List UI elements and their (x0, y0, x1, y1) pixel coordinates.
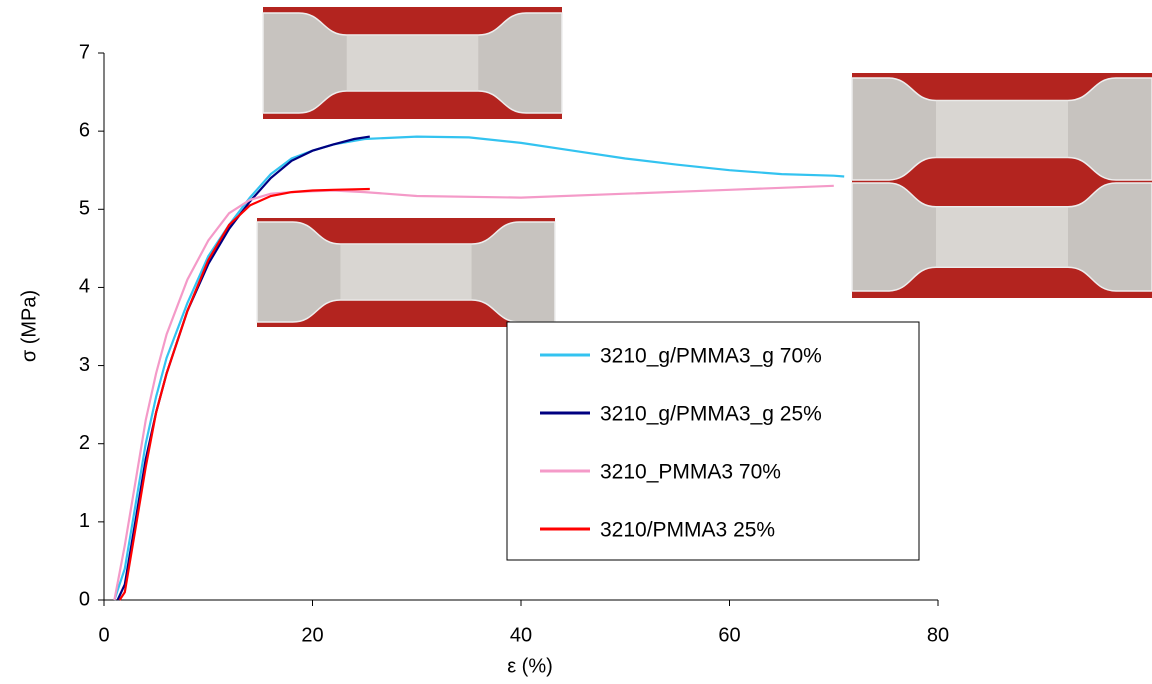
y-tick-label: 4 (79, 276, 90, 298)
legend-label: 3210/PMMA3 25% (600, 519, 775, 542)
y-tick-label: 7 (79, 41, 90, 63)
x-axis-label: ε (%) (507, 655, 553, 677)
legend: 3210_g/PMMA3_g 70% 3210_g/PMMA3_g 25% 3210… (506, 321, 920, 561)
series-line (118, 187, 370, 601)
x-tick-label: 80 (927, 624, 949, 646)
photo-inset (256, 218, 556, 327)
y-axis-label: σ (MPa) (18, 290, 40, 362)
y-tick-label: 3 (79, 354, 90, 376)
necking-band (340, 244, 472, 300)
legend-label: 3210_g/PMMA3_g 70% (600, 345, 822, 368)
necking-band (936, 206, 1068, 268)
series-line (116, 135, 370, 601)
y-tick-label: 6 (79, 119, 90, 141)
x-tick-label: 60 (718, 624, 740, 646)
y-tick-label: 1 (79, 510, 90, 532)
x-tick-label: 40 (510, 624, 532, 646)
photo-inset (851, 73, 1152, 298)
photo-inset (262, 7, 563, 119)
series-line (113, 184, 834, 601)
y-tick-label: 5 (79, 198, 90, 220)
x-tick-label: 0 (98, 624, 109, 646)
necking-band (346, 35, 479, 91)
y-tick-label: 2 (79, 432, 90, 454)
legend-label: 3210_g/PMMA3_g 25% (600, 403, 822, 426)
x-tick-label: 20 (301, 624, 323, 646)
necking-band (936, 100, 1068, 158)
legend-box (506, 321, 920, 561)
legend-label: 3210_PMMA3 70% (600, 461, 781, 484)
y-tick-label: 0 (79, 588, 90, 610)
